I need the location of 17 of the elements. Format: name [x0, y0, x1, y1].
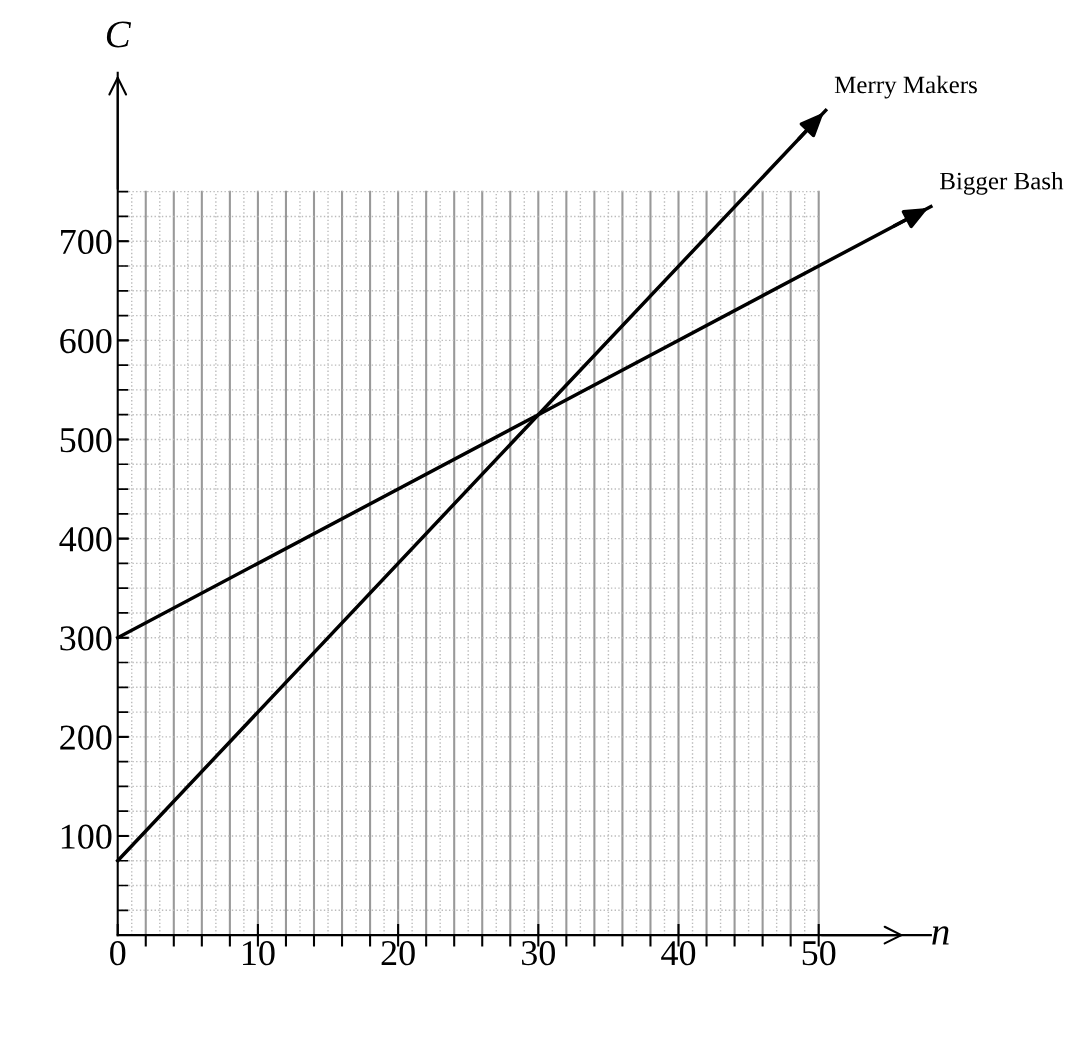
- series-label: Merry Makers: [834, 75, 977, 99]
- series-label: Bigger Bash: [939, 171, 1064, 195]
- x-tick-label: 40: [661, 941, 696, 966]
- y-tick-label: 600: [60, 328, 112, 354]
- x-tick-label: 20: [381, 941, 415, 966]
- x-tick-label: 30: [521, 941, 555, 966]
- x-tick-label: 0: [110, 941, 126, 966]
- y-tick-label: 400: [59, 527, 112, 552]
- y-tick-label: 100: [61, 824, 112, 849]
- y-tick-label: 500: [60, 428, 112, 453]
- y-tick-label: 300: [60, 626, 112, 651]
- x-axis-title: n: [932, 926, 949, 945]
- y-axis-title: C: [106, 21, 132, 48]
- y-tick-label: 700: [61, 229, 112, 255]
- y-tick-label: 200: [60, 725, 112, 750]
- x-tick-label: 10: [243, 941, 275, 966]
- x-tick-label: 50: [802, 941, 836, 966]
